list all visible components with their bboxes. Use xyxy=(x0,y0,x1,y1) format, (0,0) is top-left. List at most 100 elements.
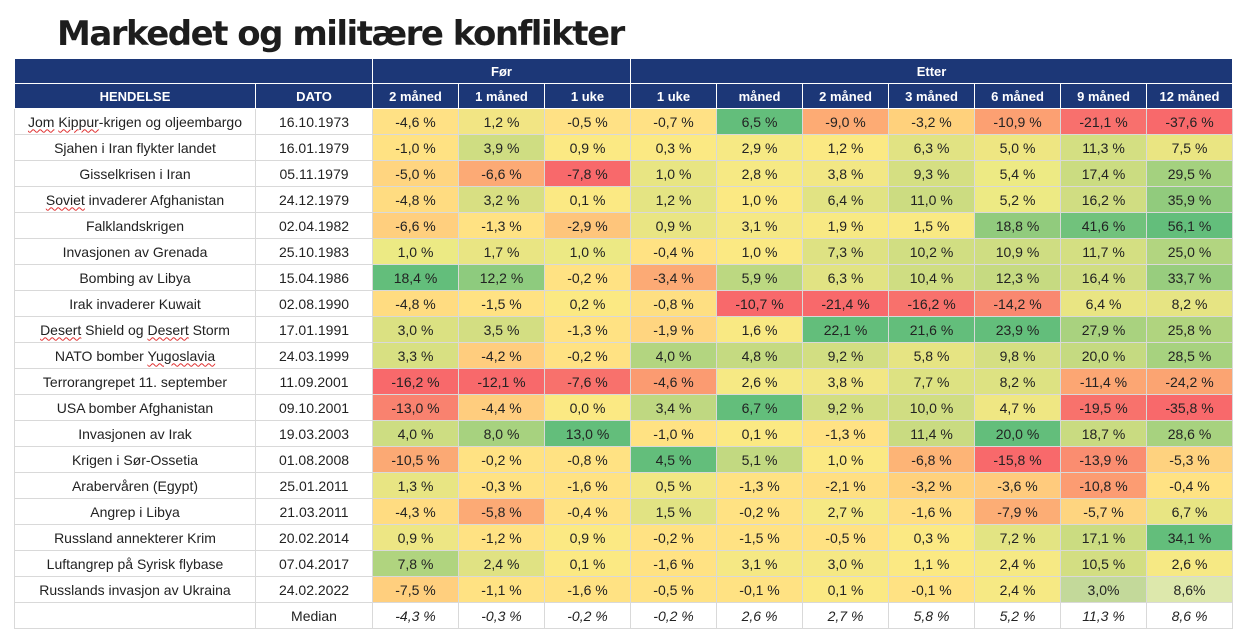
date-cell: 24.12.1979 xyxy=(255,186,373,213)
value-cell: 1,5 % xyxy=(888,212,976,239)
event-cell: Invasjonen av Irak xyxy=(14,420,256,447)
value-cell: 11,3 % xyxy=(1060,134,1148,161)
value-cell: 21,6 % xyxy=(888,316,976,343)
date-cell: 20.02.2014 xyxy=(255,524,373,551)
value-cell: 1,7 % xyxy=(458,238,545,265)
value-cell: 4,7 % xyxy=(974,394,1062,421)
median-value-cell: -4,3 % xyxy=(372,602,459,629)
value-cell: 27,9 % xyxy=(1060,316,1148,343)
date-cell: 24.03.1999 xyxy=(255,342,373,369)
value-cell: 11,7 % xyxy=(1060,238,1148,265)
table-row: Gisselkrisen i Iran 05.11.1979 -5,0 % -6,6 … xyxy=(14,160,1234,187)
event-cell: Sjahen i Iran flykter landet xyxy=(14,134,256,161)
value-cell: 41,6 % xyxy=(1060,212,1148,239)
value-cell: 0,1 % xyxy=(802,576,890,603)
value-cell: 5,8 % xyxy=(888,342,976,369)
value-cell: 0,9 % xyxy=(372,524,459,551)
value-cell: 34,1 % xyxy=(1146,524,1234,551)
table-row: NATO bomber Yugoslavia 24.03.1999 3,3 % -4,… xyxy=(14,342,1234,369)
value-cell: -0,4 % xyxy=(543,498,632,525)
value-cell: 5,2 % xyxy=(974,186,1062,213)
value-cell: -0,2 % xyxy=(716,498,804,525)
table-row: Invasjonen av Grenada 25.10.1983 1,0 % 1,7 … xyxy=(14,238,1234,265)
value-cell: 10,4 % xyxy=(888,264,976,291)
column-header: 2 måned xyxy=(802,83,890,109)
table-row: Bombing av Libya 15.04.1986 18,4 % 12,2 % -0… xyxy=(14,264,1234,291)
median-label: Median xyxy=(255,602,373,629)
value-cell: -0,1 % xyxy=(716,576,804,603)
event-cell: Russland annekterer Krim xyxy=(14,524,256,551)
value-cell: 1,0 % xyxy=(802,446,890,473)
value-cell: -0,8 % xyxy=(543,446,632,473)
median-row: Median -4,3 % -0,3 % -0,2 % -0,2 % 2,6 % 2,7 %… xyxy=(14,602,1234,629)
median-value-cell: 8,6 % xyxy=(1146,602,1234,629)
value-cell: -16,2 % xyxy=(372,368,459,395)
column-header: 1 måned xyxy=(458,83,545,109)
value-cell: 5,9 % xyxy=(716,264,804,291)
value-cell: 0,5 % xyxy=(630,472,718,499)
value-cell: -19,5 % xyxy=(1060,394,1148,421)
value-cell: -1,6 % xyxy=(543,472,632,499)
value-cell: 0,3 % xyxy=(888,524,976,551)
value-cell: 1,0 % xyxy=(372,238,459,265)
value-cell: 7,5 % xyxy=(1146,134,1234,161)
event-cell: USA bomber Afghanistan xyxy=(14,394,256,421)
value-cell: -6,8 % xyxy=(888,446,976,473)
event-cell: Gisselkrisen i Iran xyxy=(14,160,256,187)
value-cell: -21,1 % xyxy=(1060,108,1148,135)
value-cell: -7,6 % xyxy=(543,368,632,395)
table-row: Falklandskrigen 02.04.1982 -6,6 % -1,3 % -2,… xyxy=(14,212,1234,239)
header-group-before: Før xyxy=(371,58,632,84)
median-value-cell: 2,7 % xyxy=(802,602,890,629)
value-cell: 5,4 % xyxy=(974,160,1062,187)
value-cell: -0,7 % xyxy=(630,108,718,135)
value-cell: -1,3 % xyxy=(458,212,545,239)
value-cell: 20,0 % xyxy=(974,420,1062,447)
value-cell: 3,4 % xyxy=(630,394,718,421)
value-cell: 11,0 % xyxy=(888,186,976,213)
value-cell: 6,7 % xyxy=(1146,498,1234,525)
value-cell: -12,1 % xyxy=(458,368,545,395)
table-row: Invasjonen av Irak 19.03.2003 4,0 % 8,0 % 13… xyxy=(14,420,1234,447)
value-cell: 3,1 % xyxy=(716,550,804,577)
value-cell: -4,4 % xyxy=(458,394,545,421)
value-cell: 4,0 % xyxy=(630,342,718,369)
event-cell: Krigen i Sør-Ossetia xyxy=(14,446,256,473)
value-cell: -7,9 % xyxy=(974,498,1062,525)
value-cell: 2,4 % xyxy=(974,550,1062,577)
value-cell: 8,2 % xyxy=(1146,290,1234,317)
value-cell: 29,5 % xyxy=(1146,160,1234,187)
value-cell: -0,5 % xyxy=(630,576,718,603)
median-blank-cell xyxy=(14,602,256,629)
date-cell: 02.04.1982 xyxy=(255,212,373,239)
value-cell: 56,1 % xyxy=(1146,212,1234,239)
value-cell: -5,7 % xyxy=(1060,498,1148,525)
value-cell: 7,2 % xyxy=(974,524,1062,551)
median-value-cell: -0,3 % xyxy=(458,602,545,629)
value-cell: 2,6 % xyxy=(1146,550,1234,577)
value-cell: -6,6 % xyxy=(372,212,459,239)
value-cell: 12,2 % xyxy=(458,264,545,291)
table-row: Russland annekterer Krim 20.02.2014 0,9 % -… xyxy=(14,524,1234,551)
value-cell: -1,6 % xyxy=(543,576,632,603)
date-cell: 15.04.1986 xyxy=(255,264,373,291)
value-cell: 0,9 % xyxy=(543,134,632,161)
column-header: 2 måned xyxy=(372,83,459,109)
value-cell: -0,5 % xyxy=(802,524,890,551)
value-cell: -9,0 % xyxy=(802,108,890,135)
value-cell: -37,6 % xyxy=(1146,108,1234,135)
value-cell: 23,9 % xyxy=(974,316,1062,343)
value-cell: 18,4 % xyxy=(372,264,459,291)
value-cell: 17,1 % xyxy=(1060,524,1148,551)
value-cell: -21,4 % xyxy=(802,290,890,317)
value-cell: 1,5 % xyxy=(630,498,718,525)
date-cell: 09.10.2001 xyxy=(255,394,373,421)
value-cell: 7,8 % xyxy=(372,550,459,577)
value-cell: 5,0 % xyxy=(974,134,1062,161)
value-cell: -1,3 % xyxy=(802,420,890,447)
column-header: måned xyxy=(716,83,804,109)
value-cell: 2,8 % xyxy=(716,160,804,187)
value-cell: 8,6% xyxy=(1146,576,1234,603)
value-cell: 18,7 % xyxy=(1060,420,1148,447)
value-cell: -10,8 % xyxy=(1060,472,1148,499)
